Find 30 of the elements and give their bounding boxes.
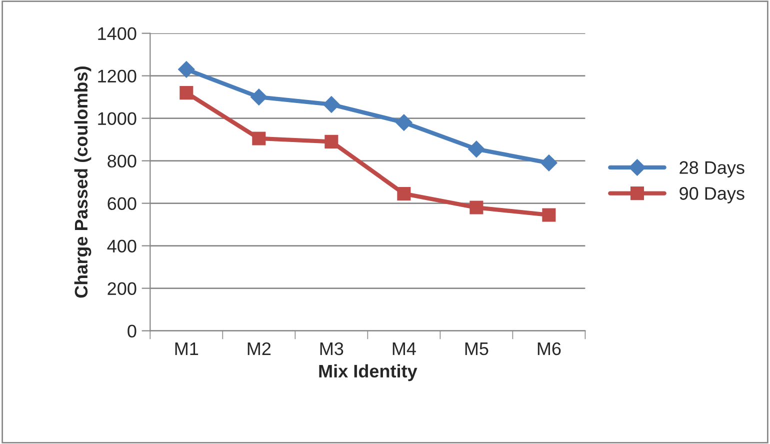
y-tick-label: 400: [107, 240, 136, 253]
x-tick-label: M2: [248, 342, 271, 355]
point: [250, 88, 268, 106]
point: [180, 86, 194, 100]
x-axis-title: Mix Identity: [319, 364, 418, 382]
point: [396, 114, 412, 131]
point: [542, 208, 556, 222]
point: [468, 140, 485, 158]
y-tick-label: 1400: [98, 27, 136, 40]
point: [540, 154, 558, 172]
y-tick-label: 1200: [98, 70, 136, 83]
y-tick-label: 600: [108, 197, 136, 210]
x-tick-label: M6: [538, 342, 561, 356]
y-tick-label: 200: [108, 282, 136, 296]
y-axis-title: Charge Passed (coulombs): [74, 66, 92, 298]
point: [252, 132, 266, 146]
legend-label: 28 Days: [680, 161, 744, 178]
y-tick-label: 800: [108, 154, 136, 168]
point: [397, 186, 411, 200]
x-tick-label: M3: [320, 342, 344, 356]
y-tick-label: 0: [128, 324, 136, 338]
x-tick-label: M1: [175, 342, 198, 355]
y-tick-label: 1000: [98, 112, 136, 126]
point: [323, 96, 340, 113]
x-tick-label: M4: [392, 342, 416, 355]
point: [470, 200, 484, 214]
legend-label: 90 Days: [680, 187, 744, 204]
x-tick-label: M5: [465, 342, 488, 356]
point: [324, 134, 338, 148]
point: [178, 61, 195, 78]
